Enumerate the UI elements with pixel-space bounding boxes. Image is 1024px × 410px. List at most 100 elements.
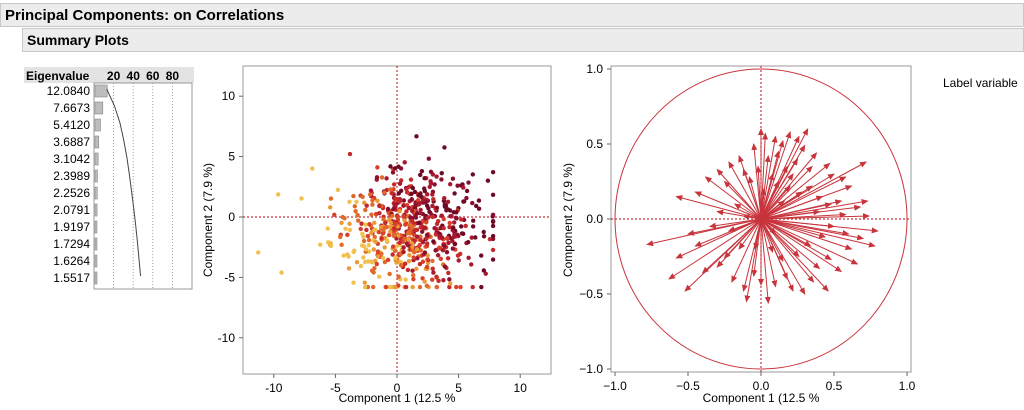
score-point <box>352 248 357 253</box>
score-point <box>418 225 423 230</box>
score-point <box>375 165 380 170</box>
loading-ytick-label: 0.5 <box>586 137 603 151</box>
score-point <box>402 218 407 223</box>
score-point <box>335 187 341 193</box>
score-point <box>490 223 496 229</box>
score-point <box>401 214 406 219</box>
score-point <box>442 243 447 249</box>
score-point <box>388 187 393 192</box>
loading-vector <box>760 195 824 220</box>
score-ytick-label: 5 <box>228 150 235 164</box>
loading-vector <box>733 203 762 220</box>
score-point <box>370 198 375 203</box>
score-point <box>451 225 456 231</box>
eigenvalue-bar <box>94 169 98 183</box>
outline-header[interactable]: Principal Components: on Correlations <box>0 3 1024 27</box>
loading-vector <box>760 185 813 220</box>
score-point <box>310 166 315 171</box>
score-point <box>447 224 452 230</box>
score-point <box>396 233 401 238</box>
eigenvalue-label: 2.0791 <box>53 203 90 217</box>
score-point <box>425 241 430 246</box>
summary-plots-title: Summary Plots <box>27 32 129 48</box>
score-point <box>346 266 352 271</box>
score-point <box>382 190 387 195</box>
loading-vector <box>708 218 762 229</box>
score-point <box>446 240 451 246</box>
score-point <box>391 182 397 187</box>
score-point <box>445 199 451 204</box>
loading-vector <box>760 218 821 270</box>
score-point <box>361 255 366 260</box>
score-point <box>363 207 368 213</box>
score-point <box>387 284 393 290</box>
summary-plots-header[interactable]: Summary Plots <box>22 28 1024 52</box>
loading-ytick-label: 0.0 <box>586 212 603 226</box>
score-point <box>417 261 423 267</box>
score-point <box>374 175 380 180</box>
loading-vector <box>748 176 762 220</box>
score-point <box>372 265 377 271</box>
score-point <box>409 191 414 197</box>
score-point <box>414 134 419 139</box>
score-point <box>388 229 393 234</box>
score-point <box>434 284 439 290</box>
score-point <box>447 277 452 282</box>
score-point <box>447 182 453 187</box>
loading-vector <box>694 191 762 220</box>
score-point <box>415 256 420 261</box>
score-point <box>422 279 427 284</box>
score-point <box>343 226 348 231</box>
label-variable-control[interactable]: Label variable <box>943 76 1018 90</box>
score-xtick-label: 5 <box>455 381 462 395</box>
score-point <box>395 214 400 219</box>
score-point <box>361 243 367 249</box>
score-point <box>325 226 330 231</box>
score-point <box>483 271 488 276</box>
loading-xtick-label: 1.0 <box>899 379 916 393</box>
loading-vector <box>742 168 762 220</box>
score-point <box>431 239 436 244</box>
loading-vector <box>668 218 762 280</box>
score-point <box>435 253 441 258</box>
score-point <box>325 240 331 245</box>
score-point <box>416 220 422 226</box>
score-point <box>364 203 369 208</box>
loading-vector <box>723 218 762 259</box>
score-point <box>318 242 323 247</box>
loading-xlabel: Component 1 (12.5 % <box>703 391 820 405</box>
score-xlabel: Component 1 (12.5 % <box>339 391 456 405</box>
score-point <box>415 234 420 239</box>
score-point <box>439 177 444 182</box>
loading-vector <box>751 143 762 220</box>
score-point <box>395 259 400 265</box>
score-point <box>410 244 415 250</box>
loading-vector <box>760 218 827 239</box>
score-point <box>430 203 435 209</box>
score-point <box>418 248 424 253</box>
score-point <box>392 166 398 171</box>
score-point <box>441 226 446 231</box>
eigenvalue-bar <box>94 135 100 149</box>
score-point <box>392 284 398 290</box>
loading-vector <box>760 218 777 235</box>
score-point <box>397 181 403 186</box>
score-point <box>364 227 369 233</box>
score-point <box>362 284 368 290</box>
score-point <box>382 245 387 250</box>
score-point <box>458 284 463 290</box>
score-point <box>436 278 441 284</box>
score-ytick-label: 10 <box>222 89 236 103</box>
score-point <box>405 231 411 236</box>
score-point <box>490 212 496 217</box>
score-point <box>413 203 418 208</box>
score-point <box>362 200 367 205</box>
eigen-percent-tick: 80 <box>166 69 180 83</box>
loading-vector <box>760 209 821 220</box>
score-point <box>449 214 454 219</box>
eigenvalue-bar <box>94 186 98 200</box>
loading-vector <box>731 218 762 283</box>
score-point <box>392 226 397 231</box>
score-point <box>369 230 374 236</box>
score-point <box>425 253 430 258</box>
